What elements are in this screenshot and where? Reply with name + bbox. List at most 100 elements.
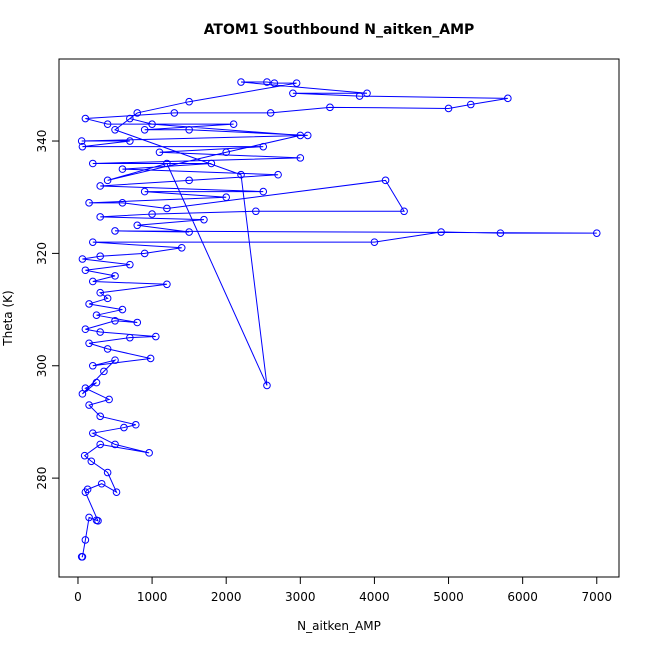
x-tick-label: 5000 <box>433 590 464 604</box>
point <box>103 294 112 303</box>
point <box>103 176 112 185</box>
point <box>81 266 90 275</box>
point <box>88 361 97 370</box>
point <box>370 238 379 246</box>
point <box>145 449 153 457</box>
point <box>126 137 134 145</box>
point <box>103 345 112 353</box>
point <box>77 137 86 145</box>
point <box>222 148 230 157</box>
y-tick-label: 280 <box>35 467 49 490</box>
point <box>237 170 245 179</box>
point <box>96 440 105 449</box>
y-tick-label: 340 <box>35 130 49 153</box>
point <box>363 89 371 98</box>
point <box>111 125 119 134</box>
point <box>444 104 453 113</box>
x-axis-label: N_aitken_AMP <box>297 619 381 633</box>
point <box>177 243 186 252</box>
point <box>78 552 87 561</box>
point <box>88 159 97 168</box>
point <box>289 89 297 98</box>
point <box>80 451 89 460</box>
point <box>140 249 149 258</box>
y-tick-label: 320 <box>35 242 49 265</box>
point <box>85 300 93 308</box>
point <box>92 378 101 387</box>
point <box>237 78 245 86</box>
point <box>118 305 127 314</box>
point <box>185 228 193 236</box>
point <box>496 229 505 237</box>
point <box>96 213 105 221</box>
point <box>274 170 282 179</box>
point <box>88 429 97 437</box>
point <box>103 120 112 128</box>
series-line <box>81 81 597 558</box>
point <box>78 255 87 263</box>
point <box>81 114 90 123</box>
point <box>85 513 93 522</box>
point <box>118 199 127 207</box>
point <box>111 227 119 235</box>
point <box>111 272 119 280</box>
point <box>229 120 238 128</box>
plot-frame <box>58 58 620 578</box>
x-tick-label: 0 <box>74 590 82 604</box>
point <box>94 517 102 525</box>
point <box>292 79 301 87</box>
point <box>326 103 334 112</box>
x-tick-label: 7000 <box>581 590 612 604</box>
x-tick-label: 6000 <box>507 590 538 604</box>
point <box>112 488 121 496</box>
point <box>259 142 268 151</box>
point <box>185 176 193 185</box>
point <box>120 423 128 432</box>
point <box>96 288 105 297</box>
chart-title: ATOM1 Southbound N_aitken_AMP <box>204 22 475 38</box>
point <box>126 260 134 269</box>
point <box>81 536 90 544</box>
point <box>303 131 312 140</box>
point <box>148 120 156 128</box>
point <box>126 333 134 342</box>
point <box>133 318 142 327</box>
point <box>96 182 105 190</box>
point <box>296 154 305 162</box>
point <box>85 401 93 409</box>
point <box>222 193 230 202</box>
x-tick-label: 1000 <box>137 590 168 604</box>
point <box>96 252 105 260</box>
point <box>111 356 119 364</box>
point <box>78 390 87 398</box>
point <box>88 277 97 286</box>
point <box>111 440 119 449</box>
x-tick-label: 4000 <box>359 590 390 604</box>
point <box>592 229 601 237</box>
point <box>185 97 193 106</box>
point <box>163 280 171 289</box>
point <box>133 221 142 230</box>
point <box>131 420 140 429</box>
point <box>111 317 119 325</box>
point <box>200 215 208 224</box>
y-axis-label: Theta (K) <box>1 290 15 346</box>
point <box>118 165 127 173</box>
point <box>263 78 271 86</box>
point <box>85 339 93 348</box>
point <box>163 159 171 168</box>
point <box>140 187 149 196</box>
point <box>263 381 271 390</box>
x-tick-label: 2000 <box>211 590 242 604</box>
point <box>296 131 305 140</box>
point <box>87 457 96 466</box>
point <box>155 148 164 157</box>
point <box>81 325 90 334</box>
point <box>252 207 260 216</box>
point <box>92 311 101 319</box>
point <box>140 125 149 134</box>
point <box>146 354 155 363</box>
point <box>103 468 112 477</box>
point <box>85 199 93 207</box>
point <box>466 100 475 109</box>
